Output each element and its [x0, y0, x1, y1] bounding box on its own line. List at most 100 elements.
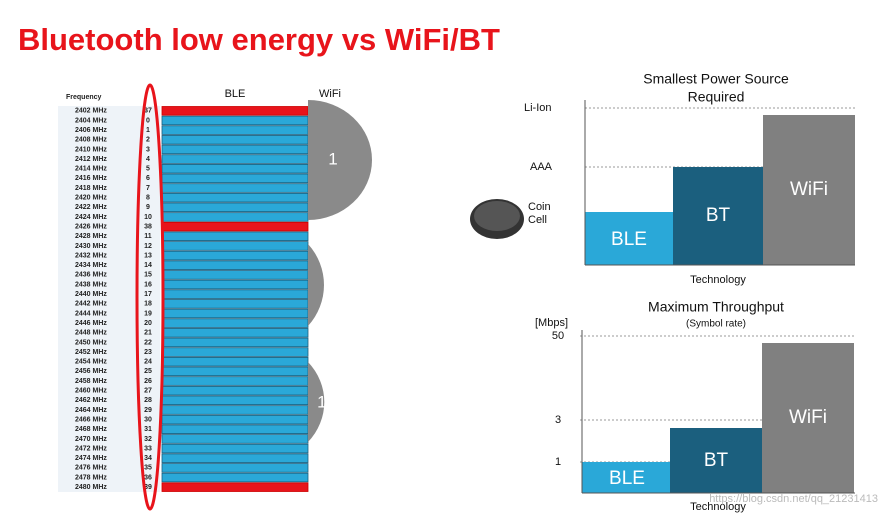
frequency: 2474 MHz [75, 455, 107, 462]
data-channel [161, 231, 309, 241]
data-channel [161, 299, 309, 309]
channel-number: 37 [144, 108, 152, 115]
channel-number: 33 [144, 445, 152, 452]
bar [585, 212, 673, 265]
wifi-channel: 1 [328, 149, 337, 168]
frequency: 2418 MHz [75, 185, 107, 192]
frequency: 2438 MHz [75, 281, 107, 288]
data-channel [161, 144, 309, 155]
slide-title: Bluetooth low energy vs WiFi/BT [18, 22, 500, 57]
channel-number: 13 [144, 252, 152, 259]
channel-number: 26 [144, 378, 152, 385]
data-channel [161, 424, 309, 435]
channel-number: 2 [146, 137, 150, 144]
frequency: 2472 MHz [75, 445, 107, 452]
data-channel [161, 347, 309, 357]
channel-number: 28 [144, 397, 152, 404]
frequency: 2436 MHz [75, 272, 107, 279]
channel-number: 22 [144, 339, 152, 346]
data-channel [161, 366, 309, 377]
frequency: 2466 MHz [75, 416, 107, 423]
data-channel [161, 463, 309, 473]
data-channel [161, 453, 309, 463]
channel-number: 12 [144, 243, 152, 250]
bar [582, 462, 670, 493]
channel-number: 27 [144, 388, 152, 395]
level-label: Cell [528, 214, 547, 226]
bar-label: BLE [611, 229, 647, 250]
channel-number: 17 [144, 291, 152, 298]
channel-number: 31 [144, 426, 152, 433]
level-label: Coin [528, 201, 551, 213]
channel-number: 32 [144, 436, 152, 443]
bar-label: WiFi [790, 179, 828, 200]
frequency-column [58, 106, 160, 492]
channel-number: 39 [144, 484, 152, 491]
frequency: 2462 MHz [75, 397, 107, 404]
frequency: 2452 MHz [75, 349, 107, 356]
frequency: 2420 MHz [75, 195, 107, 202]
channel-number: 38 [144, 223, 152, 230]
channel-number: 16 [144, 281, 152, 288]
data-channel [161, 115, 309, 126]
frequency: 2412 MHz [75, 156, 107, 163]
frequency: 2434 MHz [75, 262, 107, 269]
frequency: 2410 MHz [75, 146, 107, 153]
data-channel [161, 443, 309, 454]
chart-subtitle: (Symbol rate) [686, 319, 746, 330]
data-channel [161, 376, 309, 386]
channel-number: 10 [144, 214, 152, 221]
channel-number: 29 [144, 407, 152, 414]
channel-number: 9 [146, 204, 150, 211]
frequency: 2402 MHz [75, 108, 107, 115]
channel-number: 21 [144, 330, 152, 337]
data-channel [161, 337, 309, 348]
frequency: 2416 MHz [75, 175, 107, 182]
y-tick-label: 3 [555, 414, 561, 426]
advertising-channel [161, 221, 309, 232]
channel-number: 23 [144, 349, 152, 356]
channel-number: 1 [146, 127, 150, 134]
data-channel [161, 385, 309, 396]
bar [762, 343, 854, 493]
data-channel [161, 202, 309, 213]
data-channel [161, 308, 309, 319]
coin-cell-icon [474, 201, 520, 231]
channel-number: 3 [146, 146, 150, 153]
data-channel [161, 260, 309, 270]
data-channel [161, 241, 309, 251]
channel-number: 25 [144, 368, 152, 375]
data-channel [161, 250, 309, 261]
channel-number: 19 [144, 310, 152, 317]
bar-label: BT [706, 205, 731, 226]
chart-title: Maximum Throughput [648, 299, 784, 315]
wifi-lobe [308, 362, 325, 442]
bar-label: BLE [609, 468, 645, 489]
bar-label: BT [704, 450, 729, 471]
bar-label: WiFi [789, 407, 827, 428]
data-channel [161, 356, 309, 367]
x-axis-label: Technology [690, 501, 746, 513]
chart-title: Required [688, 89, 745, 105]
frequency: 2414 MHz [75, 166, 107, 173]
chart-title: Smallest Power Source [643, 71, 789, 87]
frequency: 2460 MHz [75, 388, 107, 395]
frequency: 2476 MHz [75, 465, 107, 472]
data-channel [161, 173, 309, 184]
data-channel [161, 125, 309, 135]
frequency: 2450 MHz [75, 339, 107, 346]
bar [763, 115, 855, 265]
data-channel [161, 183, 309, 193]
frequency: 2424 MHz [75, 214, 107, 221]
channel-number: 30 [144, 416, 152, 423]
frequency: 2442 MHz [75, 301, 107, 308]
y-tick-label: 50 [552, 330, 564, 342]
data-channel [161, 328, 309, 338]
frequency: 2422 MHz [75, 204, 107, 211]
frequency: 2464 MHz [75, 407, 107, 414]
data-channel [161, 414, 309, 425]
channel-number: 8 [146, 195, 150, 202]
frequency: 2458 MHz [75, 378, 107, 385]
frequency: 2478 MHz [75, 474, 107, 481]
